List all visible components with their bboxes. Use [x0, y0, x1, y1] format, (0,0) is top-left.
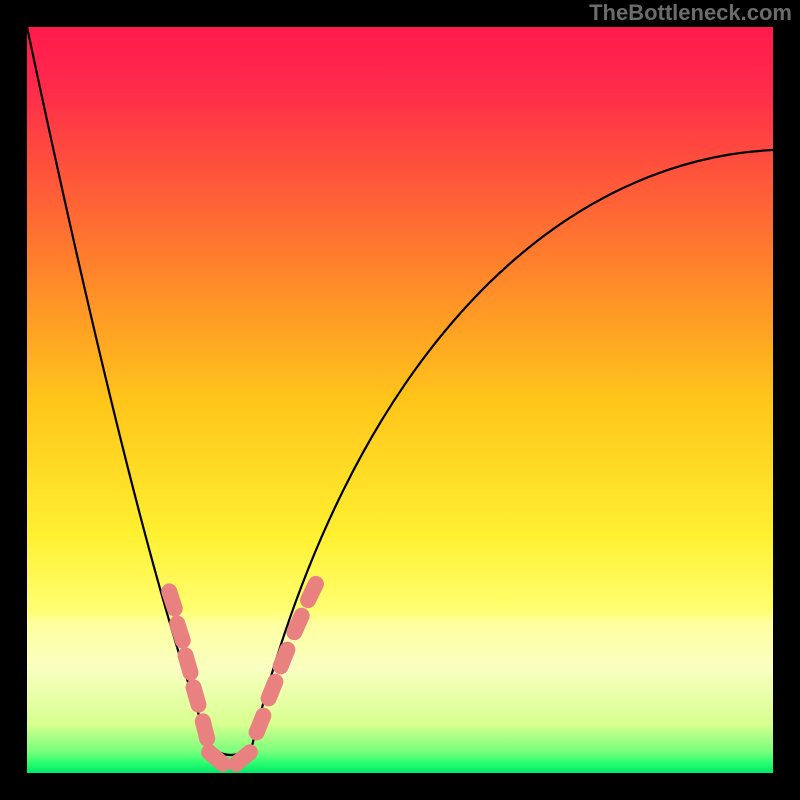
curve-marker — [167, 613, 193, 650]
bottleneck-curve — [27, 27, 773, 755]
watermark-credit: TheBottleneck.com — [589, 0, 792, 26]
curve-marker — [258, 671, 286, 709]
curve-marker — [270, 639, 298, 677]
curve-marker — [184, 677, 209, 714]
curve-marker — [297, 573, 326, 611]
curve-marker — [198, 741, 234, 775]
curve-marker — [193, 712, 217, 749]
chart-stage: TheBottleneck.com — [0, 0, 800, 800]
curve-marker — [246, 705, 274, 743]
curve-marker — [176, 645, 201, 682]
curve-marker — [225, 741, 261, 775]
curve-layer — [0, 0, 800, 800]
